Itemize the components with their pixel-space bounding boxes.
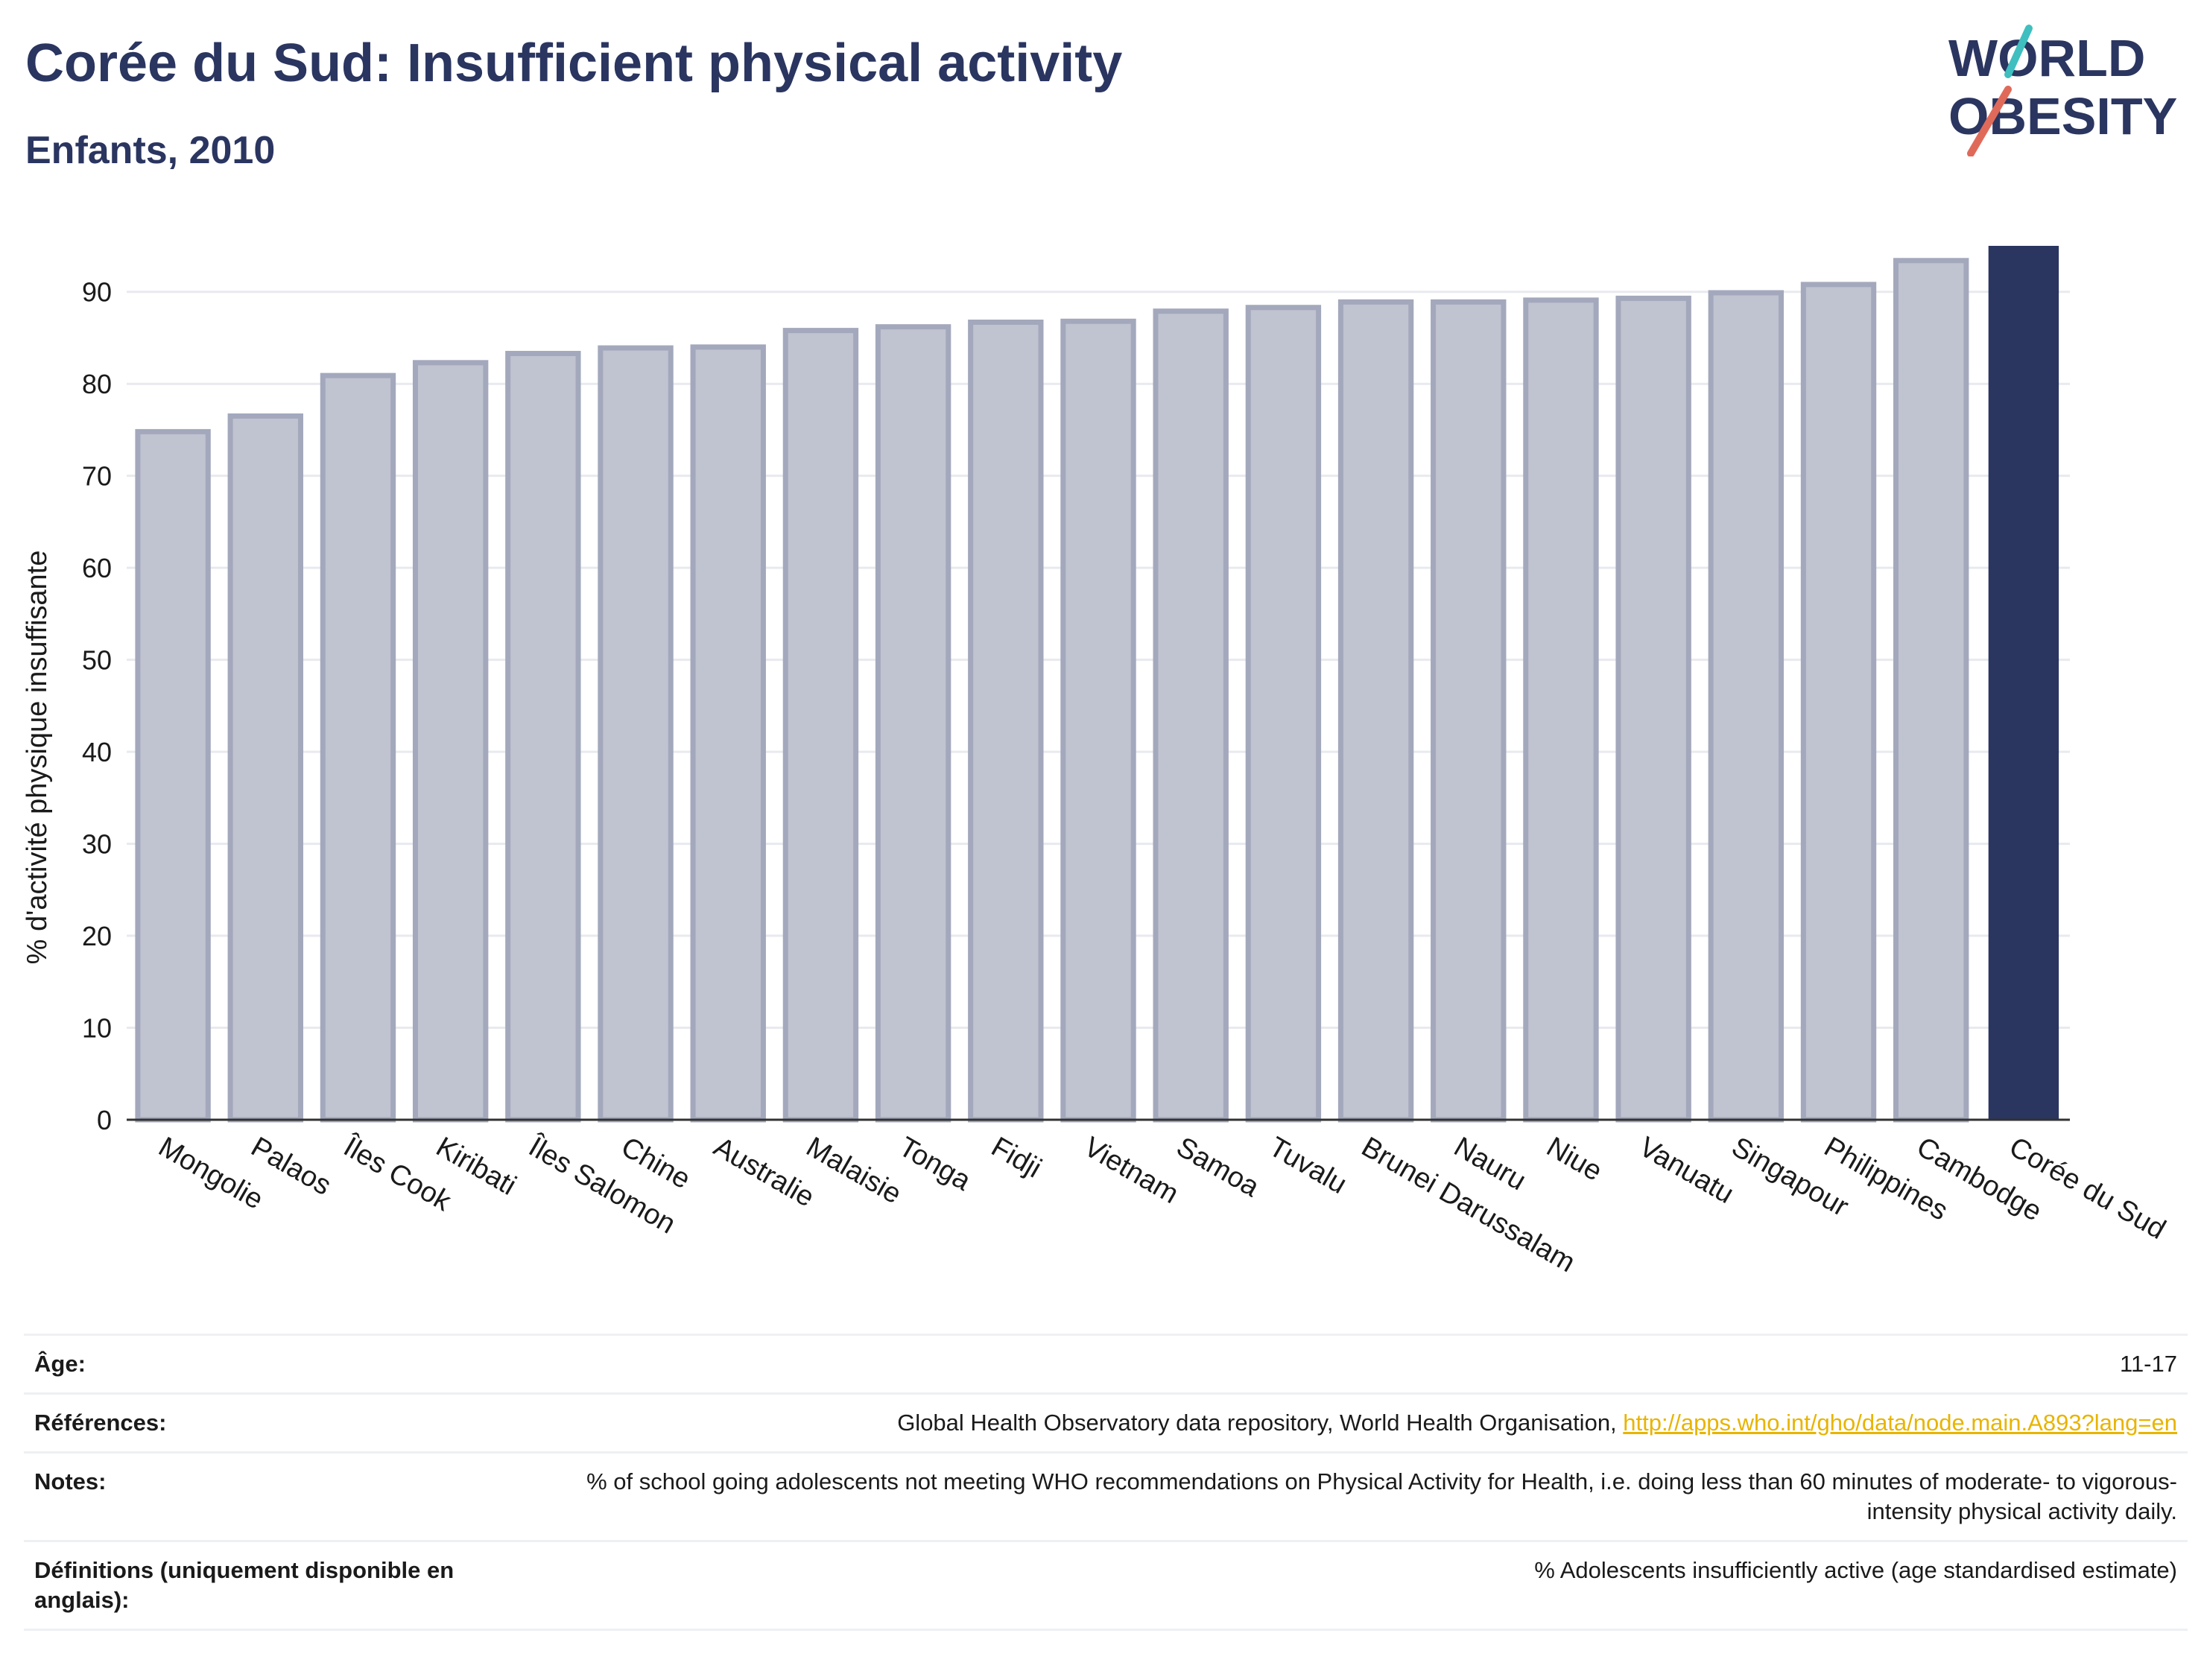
bar bbox=[1523, 297, 1599, 1123]
bars bbox=[135, 246, 2059, 1123]
world-obesity-logo: WORLD OBESITY bbox=[1948, 25, 2177, 156]
bar bbox=[505, 350, 581, 1123]
logo-slash-teal-icon bbox=[2004, 25, 2033, 78]
references-link[interactable]: http://apps.who.int/gho/data/node.main.A… bbox=[1623, 1410, 2177, 1436]
y-tick-label: 70 bbox=[82, 461, 112, 492]
bar bbox=[875, 324, 951, 1123]
bar bbox=[1800, 282, 1877, 1123]
bar bbox=[135, 428, 211, 1123]
x-tick-label: Samoa bbox=[1171, 1131, 1265, 1203]
y-tick-label: 0 bbox=[97, 1105, 112, 1135]
bar bbox=[1988, 246, 2059, 1120]
info-row-notes: Notes: % of school going adolescents not… bbox=[24, 1452, 2188, 1542]
bar bbox=[1615, 295, 1691, 1123]
y-tick-label: 80 bbox=[82, 369, 112, 399]
info-row-age: Âge: 11-17 bbox=[24, 1334, 2188, 1395]
info-table: Âge: 11-17 Références: Global Health Obs… bbox=[24, 1334, 2188, 1631]
logo-text-world: WORLD bbox=[1948, 29, 2145, 87]
x-tick-label: Niue bbox=[1541, 1131, 1607, 1187]
y-tick-label: 50 bbox=[82, 645, 112, 676]
bar bbox=[1893, 258, 1969, 1123]
bar bbox=[1708, 290, 1785, 1123]
x-tick-label: Vietnam bbox=[1079, 1131, 1184, 1210]
x-tick-label: Australie bbox=[709, 1131, 820, 1213]
info-label: Définitions (uniquement disponible en an… bbox=[24, 1541, 522, 1631]
info-value: % Adolescents insufficiently active (age… bbox=[522, 1541, 2188, 1631]
logo-slash-coral-icon bbox=[1967, 86, 2012, 156]
y-tick-label: 60 bbox=[82, 553, 112, 583]
chart-title: Corée du Sud: Insufficient physical acti… bbox=[25, 34, 1123, 93]
x-tick-label: Vanuatu bbox=[1634, 1131, 1739, 1210]
info-value: 11-17 bbox=[522, 1334, 2188, 1395]
y-tick-label: 90 bbox=[82, 277, 112, 308]
bar bbox=[1060, 318, 1136, 1123]
bar bbox=[1431, 299, 1507, 1123]
bar bbox=[227, 413, 303, 1123]
info-label: Notes: bbox=[24, 1452, 522, 1542]
x-tick-label: Mongolie bbox=[153, 1131, 269, 1215]
info-row-definitions: Définitions (uniquement disponible en an… bbox=[24, 1541, 2188, 1631]
x-tick-label: Tuvalu bbox=[1264, 1131, 1352, 1200]
info-label: Âge: bbox=[24, 1334, 522, 1395]
y-axis-label: % d'activité physique insuffisante bbox=[22, 551, 53, 965]
y-tick-label: 40 bbox=[82, 737, 112, 767]
x-tick-label: Tonga bbox=[893, 1131, 976, 1197]
x-tick-label: Fidji bbox=[986, 1131, 1046, 1184]
x-tick-label: Malaisie bbox=[801, 1131, 907, 1210]
bar bbox=[412, 360, 489, 1123]
bar bbox=[1245, 305, 1322, 1123]
info-value: % of school going adolescents not meetin… bbox=[522, 1452, 2188, 1542]
bar bbox=[598, 345, 674, 1123]
chart-subtitle: Enfants, 2010 bbox=[25, 129, 276, 172]
bar bbox=[320, 373, 396, 1123]
logo-text-obesity: OBESITY bbox=[1948, 87, 2177, 145]
x-tick-label: Corée du Sud bbox=[2004, 1131, 2170, 1246]
references-text: Global Health Observatory data repositor… bbox=[897, 1410, 1624, 1436]
info-label: Références: bbox=[24, 1393, 522, 1454]
bar bbox=[968, 319, 1044, 1123]
y-tick-label: 10 bbox=[82, 1013, 112, 1044]
info-row-references: Références: Global Health Observatory da… bbox=[24, 1393, 2188, 1454]
bar bbox=[1153, 308, 1229, 1123]
bar bbox=[782, 328, 859, 1123]
y-tick-label: 30 bbox=[82, 829, 112, 860]
info-value: Global Health Observatory data repositor… bbox=[522, 1393, 2188, 1454]
bar bbox=[690, 344, 766, 1123]
y-tick-label: 20 bbox=[82, 921, 112, 951]
bar bbox=[1337, 299, 1414, 1123]
